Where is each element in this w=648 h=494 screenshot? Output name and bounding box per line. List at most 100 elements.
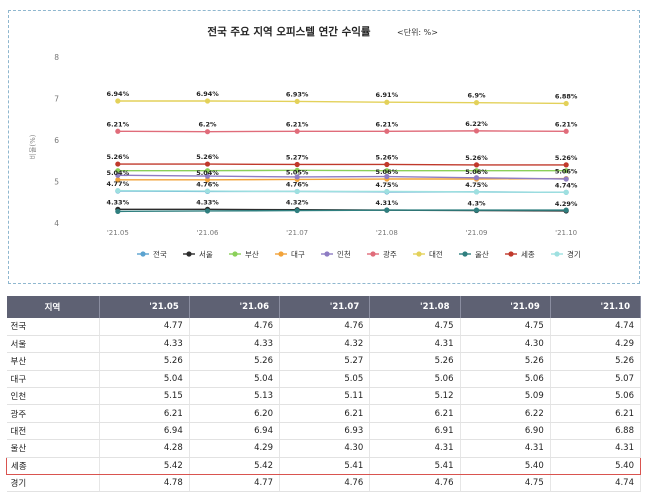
- value-cell: 4.31: [369, 335, 461, 354]
- legend-marker: [278, 251, 284, 257]
- data-label: 5.26%: [555, 154, 578, 162]
- value-cell: 4.31: [550, 439, 642, 458]
- value-cell: 6.90: [460, 422, 551, 441]
- value-cell: 4.31: [369, 439, 461, 458]
- legend-label: 대구: [291, 250, 305, 259]
- x-tick-label: '21.05: [107, 229, 129, 237]
- value-cell: 5.27: [279, 352, 371, 371]
- value-cell: 4.75: [369, 318, 461, 336]
- value-cell: 5.11: [279, 387, 371, 406]
- data-label: 5.06%: [465, 168, 488, 176]
- data-point: [115, 188, 121, 194]
- data-point: [384, 188, 390, 195]
- value-cell: 4.75: [460, 474, 551, 493]
- value-cell: 5.06: [550, 387, 642, 406]
- data-point: [473, 128, 480, 134]
- y-tick-label: 4: [54, 219, 59, 228]
- data-label: 4.3%: [467, 200, 486, 208]
- region-cell: 대전: [6, 422, 100, 441]
- data-label: 5.26%: [465, 154, 488, 162]
- data-point: [294, 161, 300, 168]
- data-point: [384, 99, 390, 105]
- data-point: [204, 177, 211, 183]
- data-point: [473, 100, 480, 106]
- data-label: 4.32%: [286, 199, 309, 207]
- value-cell: 4.33: [99, 335, 190, 354]
- chart-container: 전국 주요 지역 오피스텔 연간 수익률 <단위: %> 비율(%) 4 5 6 7 8…: [8, 10, 640, 284]
- header-month: '21.06: [189, 296, 281, 318]
- value-cell: 4.33: [189, 335, 281, 354]
- header-month: '21.08: [369, 296, 461, 318]
- data-label: 6.94%: [107, 90, 130, 98]
- header-month: '21.05: [99, 296, 190, 318]
- data-point: [115, 172, 121, 178]
- data-point: [384, 173, 390, 180]
- chart-title: 전국 주요 지역 오피스텔 연간 수익률: [207, 25, 371, 38]
- data-point: [294, 167, 300, 173]
- value-cell: 5.09: [460, 387, 551, 406]
- header-region: 지역: [6, 296, 100, 318]
- value-cell: 4.78: [99, 474, 190, 493]
- value-cell: 6.88: [550, 422, 642, 441]
- series-line-울산: [117, 209, 567, 213]
- table-row: 대구 5.04 5.04 5.05 5.06 5.06 5.07: [6, 370, 642, 389]
- value-cell: 4.29: [189, 439, 281, 458]
- data-point: [204, 129, 211, 135]
- series-line-광주: [117, 130, 567, 133]
- data-point: [204, 161, 211, 167]
- value-cell: 5.26: [460, 352, 551, 371]
- table-row: 서울 4.33 4.33 4.32 4.31 4.30 4.29: [6, 335, 642, 354]
- value-cell: 4.76: [189, 318, 281, 336]
- data-table: 지역 '21.05'21.06'21.07'21.08'21.09'21.10 전…: [6, 296, 642, 493]
- legend-item-대전: 대전: [413, 249, 443, 259]
- legend-label: 대전: [429, 249, 443, 259]
- data-point: [563, 128, 569, 134]
- legend-item-세종: 세종: [505, 250, 535, 259]
- value-cell: 6.91: [369, 422, 461, 441]
- legend-label: 서울: [199, 250, 213, 259]
- value-cell: 4.75: [460, 318, 551, 336]
- y-tick-label: 8: [54, 53, 59, 62]
- legend-item-광주: 광주: [367, 249, 397, 259]
- y-axis-label: 비율(%): [28, 134, 37, 159]
- legend-item-서울: 서울: [183, 250, 213, 259]
- legend-marker: [554, 251, 560, 257]
- data-point: [204, 98, 211, 104]
- table-row: 세종 5.42 5.42 5.41 5.41 5.40 5.40: [6, 456, 642, 476]
- header-month: '21.10: [550, 296, 642, 318]
- data-label: 6.94%: [196, 90, 219, 98]
- data-point: [294, 174, 300, 180]
- region-cell: 인천: [6, 387, 100, 406]
- value-cell: 6.21: [369, 404, 461, 423]
- value-cell: 6.94: [99, 422, 190, 441]
- value-cell: 4.76: [369, 474, 461, 493]
- value-cell: 4.28: [99, 439, 190, 458]
- x-tick-label: '21.08: [376, 229, 398, 237]
- value-cell: 5.13: [189, 387, 281, 406]
- region-cell: 전국: [6, 318, 100, 336]
- data-label: 6.22%: [465, 120, 488, 128]
- legend-marker: [370, 251, 376, 257]
- data-label: 4.77%: [107, 180, 130, 188]
- legend-item-대구: 대구: [275, 250, 305, 259]
- x-tick-label: '21.06: [197, 229, 220, 237]
- data-label: 6.21%: [555, 120, 578, 128]
- data-point: [473, 175, 480, 181]
- data-point: [563, 100, 569, 107]
- legend-marker: [140, 251, 146, 257]
- region-cell: 울산: [6, 439, 100, 458]
- data-table-container: 지역 '21.05'21.06'21.07'21.08'21.09'21.10 전…: [6, 296, 642, 493]
- value-cell: 5.26: [189, 352, 281, 371]
- data-point: [384, 207, 390, 213]
- table-row: 전국 4.77 4.76 4.76 4.75 4.75 4.74: [6, 318, 642, 336]
- value-cell: 4.30: [460, 335, 551, 354]
- data-label: 4.31%: [376, 199, 399, 207]
- data-label: 5.04%: [196, 169, 219, 177]
- data-point: [294, 207, 300, 214]
- data-label: 4.74%: [555, 181, 578, 189]
- data-label: 6.91%: [376, 91, 399, 99]
- legend-marker: [416, 251, 422, 257]
- data-point: [563, 189, 569, 195]
- data-label: 6.2%: [198, 121, 217, 129]
- data-point: [384, 161, 390, 168]
